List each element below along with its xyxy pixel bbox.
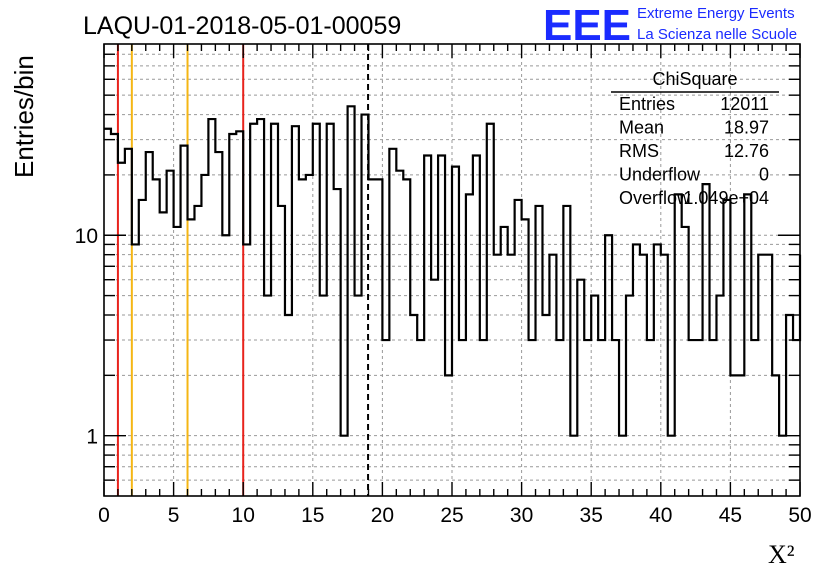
x-tick-label: 45	[719, 504, 742, 527]
stats-label: Mean	[619, 118, 664, 138]
x-tick-label: 25	[440, 504, 463, 527]
eee-logo: EEE Extreme Energy Events La Scienza nel…	[543, 1, 797, 50]
stats-box: ChiSquare Entries 12011 Mean 18.97 RMS 12.76 U…	[611, 69, 779, 208]
stats-value: 12.76	[724, 141, 769, 161]
stats-label: Overflow	[619, 188, 691, 208]
stats-label: Entries	[619, 94, 675, 114]
x-tick-label: 10	[232, 504, 255, 527]
x-tick-label: 50	[788, 504, 811, 527]
x-tick-label: 5	[168, 504, 180, 527]
histogram-line	[104, 105, 802, 437]
stats-title: ChiSquare	[652, 69, 737, 89]
stats-value: 1.049e+04	[683, 188, 769, 208]
y-tick-labels: 1 10	[75, 225, 98, 448]
axis-ticks	[103, 44, 801, 496]
x-tick-label: 40	[649, 504, 672, 527]
x-tick-labels: 0 5 10 15 20 25 30 35 40 45 50	[98, 504, 812, 527]
x-axis-label: X²	[768, 540, 795, 569]
stats-value: 12011	[720, 94, 769, 114]
stats-value: 18.97	[724, 118, 769, 138]
logo-line-1: Extreme Energy Events	[637, 5, 795, 22]
logo-mark: EEE	[543, 1, 631, 50]
logo-line-2: La Scienza nelle Scuole	[637, 26, 797, 43]
stats-label: RMS	[619, 141, 659, 161]
x-tick-label: 15	[301, 504, 324, 527]
y-tick-label: 10	[75, 225, 98, 248]
x-tick-label: 35	[580, 504, 603, 527]
y-axis-label: Entries/bin	[9, 55, 39, 178]
chart-title: LAQU-01-2018-05-01-00059	[83, 12, 401, 40]
reference-lines	[116, 44, 370, 496]
x-tick-label: 0	[98, 504, 110, 527]
x-tick-label: 20	[371, 504, 394, 527]
stats-value: 0	[759, 165, 769, 185]
x-tick-label: 30	[510, 504, 533, 527]
y-tick-label: 1	[86, 426, 98, 449]
stats-label: Underflow	[619, 165, 701, 185]
